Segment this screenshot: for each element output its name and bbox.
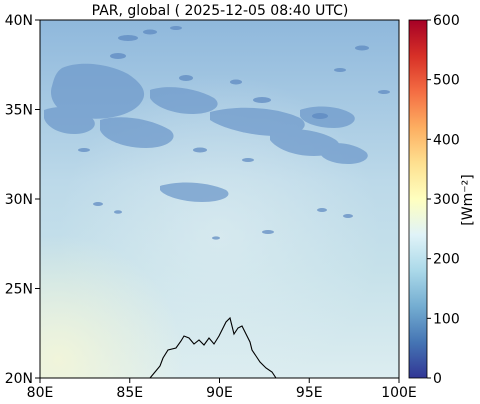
x-tick-label: 90E bbox=[206, 385, 233, 401]
colorbar-tick-label: 600 bbox=[433, 13, 460, 29]
colorbar-tick-label: 300 bbox=[433, 192, 460, 208]
colorbar-tick-label: 100 bbox=[433, 311, 460, 327]
colorbar-tick-label: 500 bbox=[433, 73, 460, 89]
x-tick-label: 100E bbox=[381, 385, 417, 401]
y-tick-label: 35N bbox=[5, 103, 33, 119]
x-tick-label: 80E bbox=[27, 385, 54, 401]
y-axis-ticks: 20N 25N 30N 35N 40N bbox=[5, 13, 40, 387]
colorbar-label: [Wm⁻²] bbox=[460, 174, 476, 225]
y-tick-label: 40N bbox=[5, 13, 33, 29]
colorbar-ticks: 0 100 200 300 400 500 600 bbox=[427, 13, 460, 387]
cloud-band-north bbox=[44, 63, 368, 202]
colorbar bbox=[408, 19, 428, 379]
y-tick-label: 30N bbox=[5, 192, 33, 208]
plot-title: PAR, global ( 2025-12-05 08:40 UTC) bbox=[92, 3, 349, 19]
colorbar-tick-label: 200 bbox=[433, 252, 460, 268]
colorbar-tick-label: 0 bbox=[433, 371, 442, 387]
cloud-speckles bbox=[78, 26, 390, 240]
colorbar-tick-label: 400 bbox=[433, 132, 460, 148]
map-panel bbox=[40, 20, 399, 378]
x-tick-label: 95E bbox=[296, 385, 323, 401]
coastline bbox=[149, 316, 277, 378]
y-tick-label: 20N bbox=[5, 371, 33, 387]
x-axis-ticks: 80E 85E 90E 95E 100E bbox=[27, 378, 417, 401]
y-tick-label: 25N bbox=[5, 282, 33, 298]
x-tick-label: 85E bbox=[116, 385, 143, 401]
